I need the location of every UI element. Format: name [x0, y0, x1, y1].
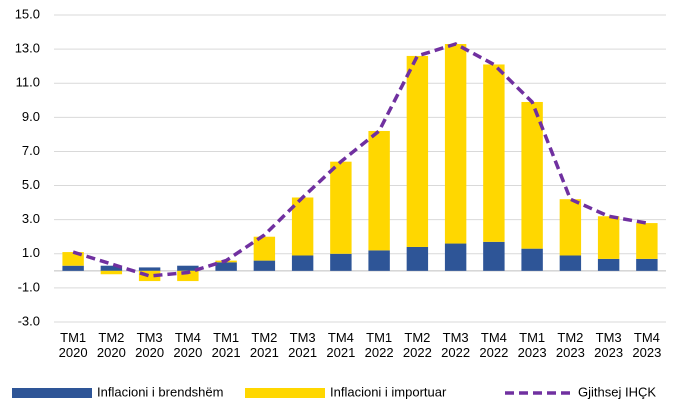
x-tick-label: TM3 2021 [288, 330, 318, 360]
bar [521, 101, 543, 249]
x-tick-label: TM2 2022 [402, 330, 432, 360]
bar [368, 250, 390, 271]
legend-label: Gjithsej IHÇK [578, 384, 656, 399]
bar [138, 267, 161, 271]
bar [406, 246, 429, 271]
x-tick-label: TM3 2020 [135, 330, 165, 360]
bar [100, 265, 123, 271]
legend-swatch [12, 388, 92, 398]
bar [330, 253, 352, 271]
y-tick-label: -1.0 [18, 279, 40, 294]
y-tick-label: 7.0 [22, 143, 40, 158]
bar [253, 236, 276, 261]
x-tick-label: TM2 2023 [555, 330, 585, 360]
bar [406, 55, 429, 247]
x-tick-label: TM2 2021 [249, 330, 279, 360]
x-tick-label: TM3 2022 [441, 330, 471, 360]
bar [559, 199, 582, 256]
bar [636, 258, 658, 271]
bar [483, 241, 505, 271]
bar [215, 262, 237, 271]
bar [444, 43, 467, 244]
y-tick-label: 1.0 [22, 245, 40, 260]
bar [597, 216, 620, 259]
x-tick-label: TM1 2020 [58, 330, 88, 360]
x-tick-label: TM1 2021 [211, 330, 241, 360]
bar [559, 255, 582, 271]
y-tick-label: 11.0 [16, 75, 40, 90]
y-tick-label: 3.0 [22, 211, 40, 226]
bar [521, 248, 543, 271]
bar [291, 197, 314, 256]
bar [330, 161, 352, 254]
legend-label: Inflacioni i importuar [330, 384, 447, 399]
bar [177, 265, 199, 271]
bar [368, 130, 390, 251]
x-tick-label: TM4 2022 [479, 330, 509, 360]
y-tick-label: 5.0 [22, 177, 40, 192]
bar [291, 255, 314, 271]
y-tick-label: 9.0 [22, 109, 40, 124]
y-tick-label: 13.0 [15, 41, 40, 56]
x-tick-label: TM1 2023 [517, 330, 547, 360]
bar [253, 260, 276, 271]
y-tick-label: 15.0 [15, 6, 40, 21]
legend-swatch [245, 388, 325, 398]
y-tick-label: -3.0 [18, 313, 40, 328]
x-tick-label: TM4 2023 [632, 330, 662, 360]
legend-label: Inflacioni i brendshëm [97, 384, 223, 399]
bar [138, 270, 161, 282]
x-tick-label: TM4 2021 [326, 330, 356, 360]
x-tick-label: TM2 2020 [96, 330, 126, 360]
bar [636, 223, 658, 259]
bar [100, 270, 123, 275]
line [72, 42, 648, 278]
bar [597, 258, 620, 271]
bar [444, 243, 467, 271]
bar [62, 265, 84, 271]
x-tick-label: TM1 2022 [364, 330, 394, 360]
x-tick-label: TM3 2023 [594, 330, 624, 360]
bar [483, 64, 505, 242]
bar [177, 270, 199, 282]
x-tick-label: TM4 2020 [173, 330, 203, 360]
